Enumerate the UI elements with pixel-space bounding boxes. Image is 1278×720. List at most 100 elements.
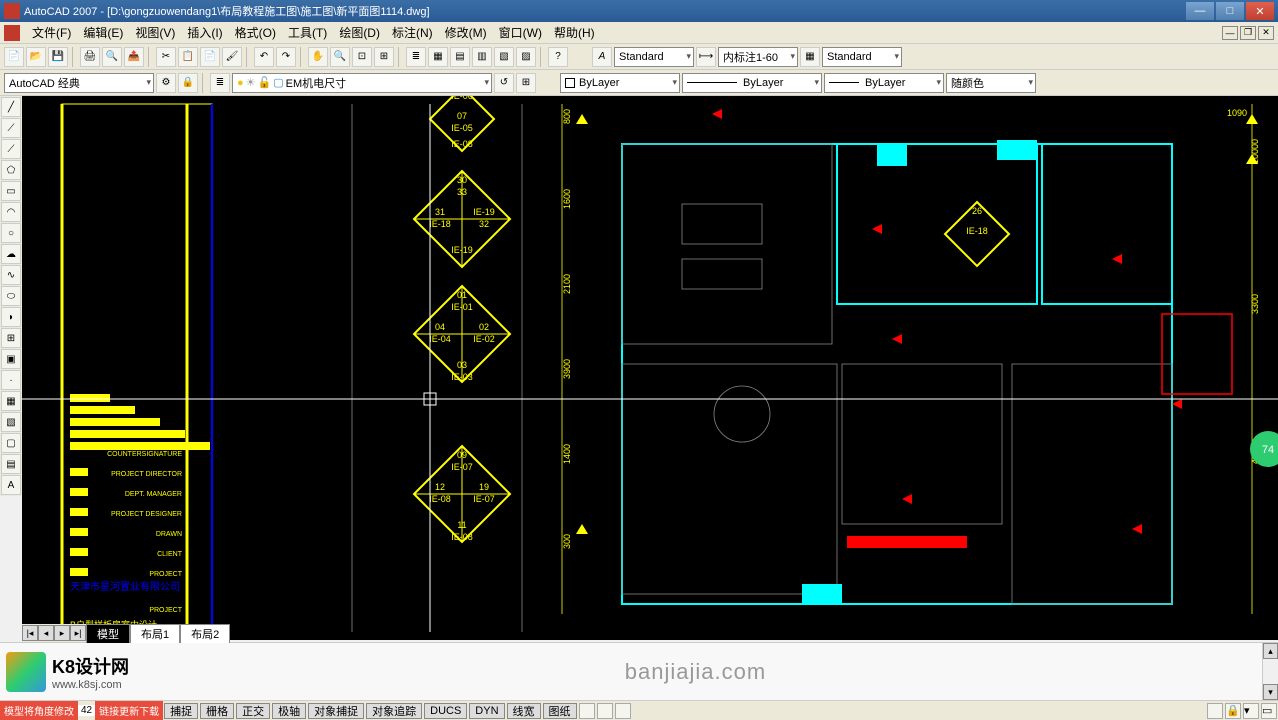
ws-settings-button[interactable]: ⚙: [156, 73, 176, 93]
text-style-combo[interactable]: Standard: [614, 47, 694, 67]
minimize-button[interactable]: ―: [1186, 2, 1214, 20]
status-toggle-对象追踪[interactable]: 对象追踪: [366, 703, 422, 719]
xline-tool[interactable]: ⟋: [1, 118, 21, 138]
tab-next[interactable]: ▸: [54, 625, 70, 641]
status-toggle-栅格[interactable]: 栅格: [200, 703, 234, 719]
tab-prev[interactable]: ◂: [38, 625, 54, 641]
spline-tool[interactable]: ∿: [1, 265, 21, 285]
lineweight-combo[interactable]: ByLayer: [824, 73, 944, 93]
revcloud-tool[interactable]: ☁: [1, 244, 21, 264]
status-toggle-图纸[interactable]: 图纸: [543, 703, 577, 719]
block-tool[interactable]: ▣: [1, 349, 21, 369]
comm-icon[interactable]: [1207, 703, 1223, 719]
dim-style-icon[interactable]: ⟼: [696, 47, 716, 67]
cut-button[interactable]: ✂: [156, 47, 176, 67]
circle-tool[interactable]: ○: [1, 223, 21, 243]
plotstyle-combo[interactable]: 随颜色: [946, 73, 1036, 93]
menu-9[interactable]: 窗口(W): [493, 24, 548, 42]
ws-lock-button[interactable]: 🔒: [178, 73, 198, 93]
print-button[interactable]: 🖨: [80, 47, 100, 67]
zoom-win-button[interactable]: ⊡: [352, 47, 372, 67]
tray-icon-2[interactable]: [615, 703, 631, 719]
tray-icon-1[interactable]: [597, 703, 613, 719]
tab-first[interactable]: |◂: [22, 625, 38, 641]
props-button[interactable]: ≣: [406, 47, 426, 67]
close-button[interactable]: ✕: [1246, 2, 1274, 20]
gradient-tool[interactable]: ▧: [1, 412, 21, 432]
dim-style-combo[interactable]: 内标注1-60: [718, 47, 798, 67]
pan-button[interactable]: ✋: [308, 47, 328, 67]
preview-button[interactable]: 🔍: [102, 47, 122, 67]
menu-10[interactable]: 帮助(H): [548, 24, 601, 42]
color-combo[interactable]: ByLayer: [560, 73, 680, 93]
polygon-tool[interactable]: ⬠: [1, 160, 21, 180]
status-toggle-捕捉[interactable]: 捕捉: [164, 703, 198, 719]
layout-tab-0[interactable]: 模型: [86, 624, 130, 643]
zoom-rt-button[interactable]: 🔍: [330, 47, 350, 67]
layout-tab-2[interactable]: 布局2: [180, 624, 230, 643]
status-toggle-正交[interactable]: 正交: [236, 703, 270, 719]
ssm-button[interactable]: ▥: [472, 47, 492, 67]
drawing-canvas[interactable]: COUNTERSIGNATUREPROJECT DIRECTORDEPT. MA…: [22, 96, 1278, 640]
insert-tool[interactable]: ⊞: [1, 328, 21, 348]
markup-button[interactable]: ▧: [494, 47, 514, 67]
line-tool[interactable]: ╱: [1, 97, 21, 117]
tab-last[interactable]: ▸|: [70, 625, 86, 641]
open-button[interactable]: 📂: [26, 47, 46, 67]
ellipse-tool[interactable]: ⬭: [1, 286, 21, 306]
status-toggle-极轴[interactable]: 极轴: [272, 703, 306, 719]
layer-props-button[interactable]: ≣: [210, 73, 230, 93]
v-scrollbar[interactable]: ▴▾: [1262, 643, 1278, 700]
status-toggle-DUCS[interactable]: DUCS: [424, 703, 467, 719]
maximize-button[interactable]: □: [1216, 2, 1244, 20]
new-button[interactable]: 📄: [4, 47, 24, 67]
menu-6[interactable]: 绘图(D): [333, 24, 386, 42]
layer-state-button[interactable]: ⊞: [516, 73, 536, 93]
status-toggle-对象捕捉[interactable]: 对象捕捉: [308, 703, 364, 719]
help-button[interactable]: ?: [548, 47, 568, 67]
menu-4[interactable]: 格式(O): [229, 24, 282, 42]
status-toggle-DYN[interactable]: DYN: [469, 703, 504, 719]
table-style-combo[interactable]: Standard: [822, 47, 902, 67]
layer-combo[interactable]: ●☀🔓▢ EM机电尺寸: [232, 73, 492, 93]
undo-button[interactable]: ↶: [254, 47, 274, 67]
zoom-prev-button[interactable]: ⊞: [374, 47, 394, 67]
layer-prev-button[interactable]: ↺: [494, 73, 514, 93]
match-button[interactable]: 🖌: [222, 47, 242, 67]
hatch-tool[interactable]: ▦: [1, 391, 21, 411]
doc-restore-button[interactable]: ❐: [1240, 26, 1256, 40]
model-space-icon[interactable]: [579, 703, 595, 719]
menu-7[interactable]: 标注(N): [386, 24, 439, 42]
status-toggle-线宽[interactable]: 线宽: [507, 703, 541, 719]
workspace-combo[interactable]: AutoCAD 经典: [4, 73, 154, 93]
ellipsearc-tool[interactable]: ◗: [1, 307, 21, 327]
lock-icon[interactable]: 🔒: [1225, 703, 1241, 719]
clean-screen-icon[interactable]: ▭: [1261, 703, 1277, 719]
paste-button[interactable]: 📄: [200, 47, 220, 67]
text-tool[interactable]: A: [1, 475, 21, 495]
arc-tool[interactable]: ◠: [1, 202, 21, 222]
tp-button[interactable]: ▤: [450, 47, 470, 67]
redo-button[interactable]: ↷: [276, 47, 296, 67]
menu-2[interactable]: 视图(V): [129, 24, 181, 42]
menu-1[interactable]: 编辑(E): [77, 24, 129, 42]
doc-minimize-button[interactable]: ―: [1222, 26, 1238, 40]
text-style-icon[interactable]: A: [592, 47, 612, 67]
menu-8[interactable]: 修改(M): [439, 24, 493, 42]
table-tool[interactable]: ▤: [1, 454, 21, 474]
menu-3[interactable]: 插入(I): [181, 24, 228, 42]
tray-expand-icon[interactable]: ▾: [1243, 703, 1259, 719]
menu-0[interactable]: 文件(F): [26, 24, 77, 42]
menu-5[interactable]: 工具(T): [282, 24, 333, 42]
region-tool[interactable]: ▢: [1, 433, 21, 453]
doc-close-button[interactable]: ✕: [1258, 26, 1274, 40]
layout-tab-1[interactable]: 布局1: [130, 624, 180, 643]
calc-button[interactable]: ▨: [516, 47, 536, 67]
copy-button[interactable]: 📋: [178, 47, 198, 67]
linetype-combo[interactable]: ByLayer: [682, 73, 822, 93]
rectangle-tool[interactable]: ▭: [1, 181, 21, 201]
pline-tool[interactable]: ⟋: [1, 139, 21, 159]
point-tool[interactable]: ·: [1, 370, 21, 390]
dc-button[interactable]: ▦: [428, 47, 448, 67]
save-button[interactable]: 💾: [48, 47, 68, 67]
